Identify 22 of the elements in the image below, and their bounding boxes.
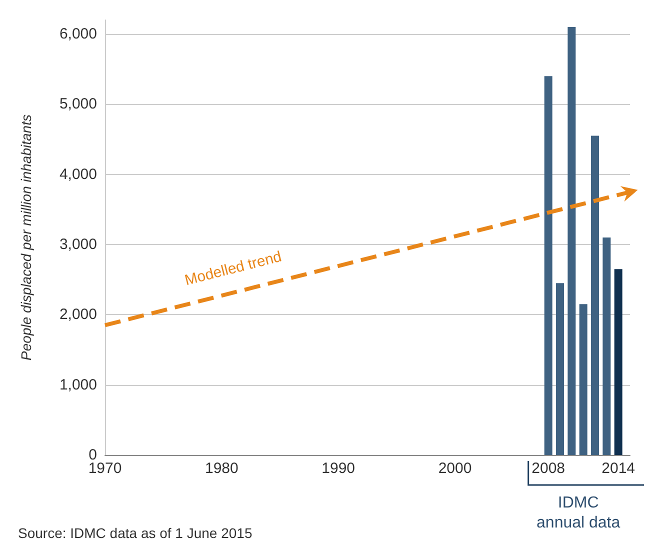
y-tick-label: 2,000 (59, 306, 97, 324)
x-tick-label: 1980 (204, 460, 238, 477)
bar (602, 238, 611, 455)
bar (568, 27, 576, 455)
x-tick-label: 1990 (322, 460, 356, 477)
y-tick-label: 1,000 (59, 376, 97, 394)
bar (556, 283, 564, 455)
text: IDMC annual data (536, 494, 620, 532)
text: Modelled trend (183, 248, 284, 290)
bar (579, 304, 588, 455)
x-tick-label: 2008 (532, 460, 566, 477)
y-tick-label: 3,000 (59, 236, 97, 254)
y-tick-label: 4,000 (59, 166, 97, 183)
x-tick-label: 2000 (438, 460, 472, 477)
bar (614, 269, 622, 455)
bar (591, 136, 599, 455)
x-tick-label: 2014 (602, 460, 636, 477)
y-tick-label: 6,000 (59, 26, 97, 43)
y-tick-label: 5,000 (59, 96, 97, 113)
source-note: Source: IDMC data as of 1 June 2015 (18, 525, 252, 541)
bar (544, 76, 552, 455)
y-axis-title: People displaced per million inhabitants (18, 114, 34, 360)
